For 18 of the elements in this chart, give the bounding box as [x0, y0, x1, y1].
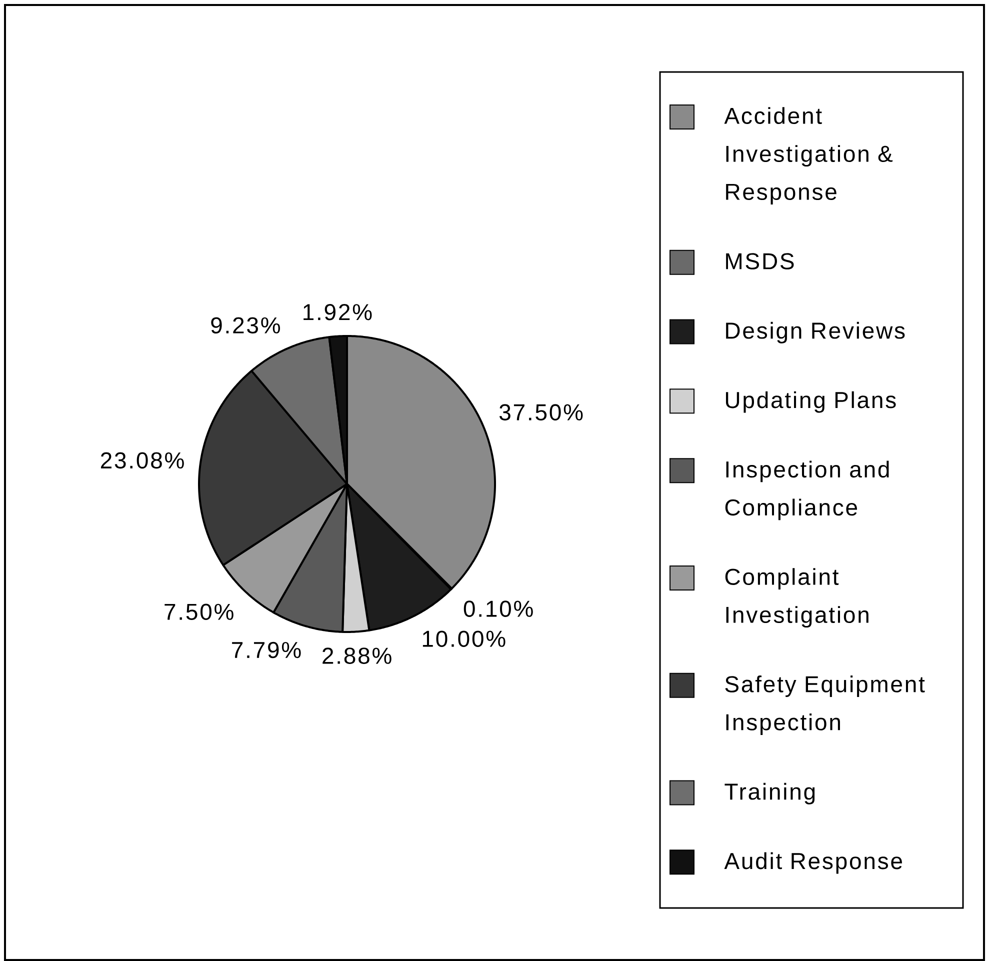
legend-label: Design Reviews — [726, 322, 905, 344]
legend-label: Accident Investigation & Response — [724, 107, 893, 205]
legend-label: Safety Equipment Inspection — [725, 676, 925, 735]
legend-label: Updating Plans — [726, 391, 896, 413]
data-label: 23.08% — [100, 452, 184, 469]
legend-label: Audit Response — [724, 852, 902, 874]
data-label: 1.92% — [304, 304, 372, 320]
data-label: 9.23% — [211, 317, 280, 334]
data-label: 37.50% — [499, 404, 583, 420]
data-label: 0.10% — [464, 600, 533, 617]
legend-label: Complaint Investigation — [725, 568, 868, 628]
data-label: 7.79% — [232, 642, 301, 658]
data-label: 7.50% — [164, 604, 234, 620]
legend-label: Inspection and Compliance — [725, 460, 889, 520]
legend-label: Training — [724, 782, 815, 804]
data-label: 10.00% — [422, 630, 506, 647]
legend-label: MSDS — [726, 253, 794, 270]
data-label: 2.88% — [322, 648, 392, 664]
